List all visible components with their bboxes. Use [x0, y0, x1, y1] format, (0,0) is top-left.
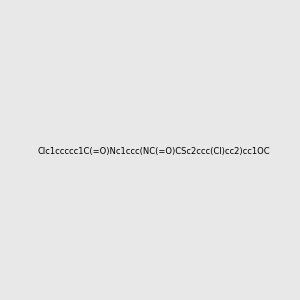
Text: Clc1ccccc1C(=O)Nc1ccc(NC(=O)CSc2ccc(Cl)cc2)cc1OC: Clc1ccccc1C(=O)Nc1ccc(NC(=O)CSc2ccc(Cl)c… — [38, 147, 270, 156]
